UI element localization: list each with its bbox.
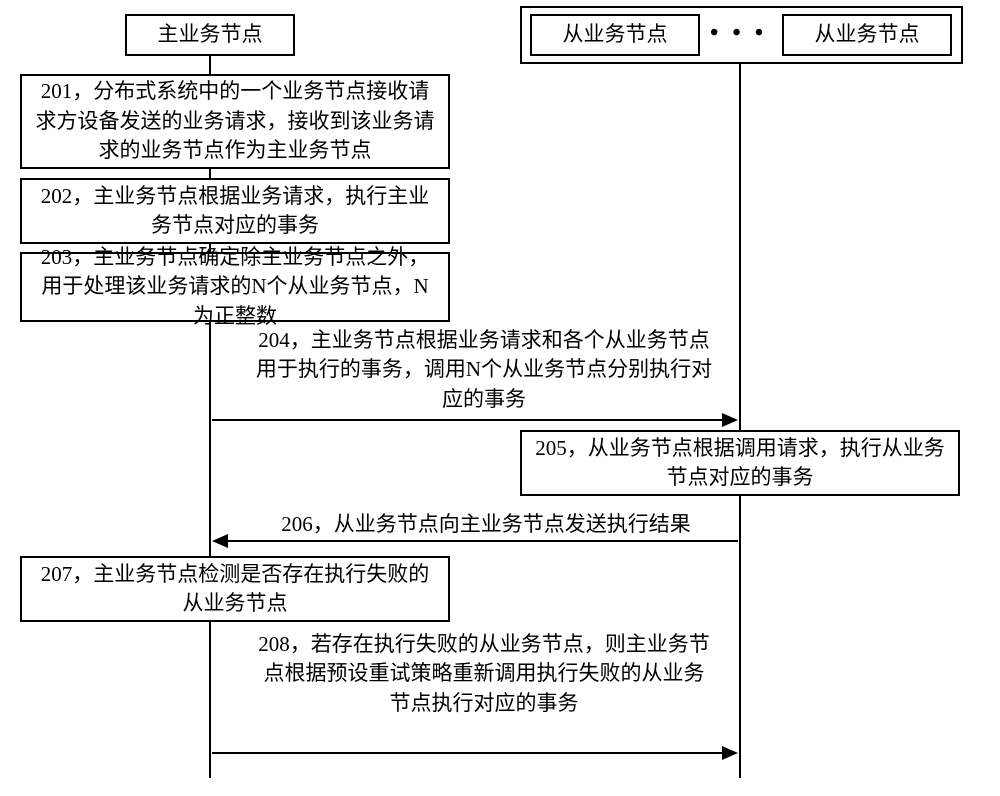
arrow-206-line [226,540,738,542]
step-202-text: 202，主业务节点根据业务请求，执行主业务节点对应的事务 [32,182,438,241]
header-dots: • • • [710,20,767,47]
header-slave1: 从业务节点 [530,14,700,56]
step-201-text: 201，分布式系统中的一个业务节点接收请求方设备发送的业务请求，接收到该业务请求… [32,77,438,165]
header-slave2: 从业务节点 [782,14,952,56]
step-207: 207，主业务节点检测是否存在执行失败的从业务节点 [20,556,450,622]
step-203-text: 203，主业务节点确定除主业务节点之外，用于处理该业务请求的N个从业务节点，N为… [32,243,438,331]
arrow-208-head [722,746,738,760]
step-205: 205，从业务节点根据调用请求，执行从业务节点对应的事务 [520,430,960,496]
msg-204-label: 204，主业务节点根据业务请求和各个从业务节点用于执行的事务，调用N个从业务节点… [254,326,714,414]
arrow-204-head [722,413,738,427]
step-205-text: 205，从业务节点根据调用请求，执行从业务节点对应的事务 [532,434,948,493]
arrow-208-line [212,752,724,754]
msg-208-label: 208，若存在执行失败的从业务节点，则主业务节点根据预设重试策略重新调用执行失败… [254,630,714,718]
arrow-206-head [212,534,228,548]
header-main-label: 主业务节点 [158,20,263,49]
header-slave2-label: 从业务节点 [815,20,920,49]
msg-206-label: 206，从业务节点向主业务节点发送执行结果 [266,510,706,539]
step-202: 202，主业务节点根据业务请求，执行主业务节点对应的事务 [20,178,450,244]
step-207-text: 207，主业务节点检测是否存在执行失败的从业务节点 [32,560,438,619]
arrow-204-line [212,419,724,421]
step-203: 203，主业务节点确定除主业务节点之外，用于处理该业务请求的N个从业务节点，N为… [20,252,450,322]
lifeline-slave [739,63,741,778]
step-201: 201，分布式系统中的一个业务节点接收请求方设备发送的业务请求，接收到该业务请求… [20,74,450,169]
header-main: 主业务节点 [125,14,295,56]
header-slave1-label: 从业务节点 [563,20,668,49]
